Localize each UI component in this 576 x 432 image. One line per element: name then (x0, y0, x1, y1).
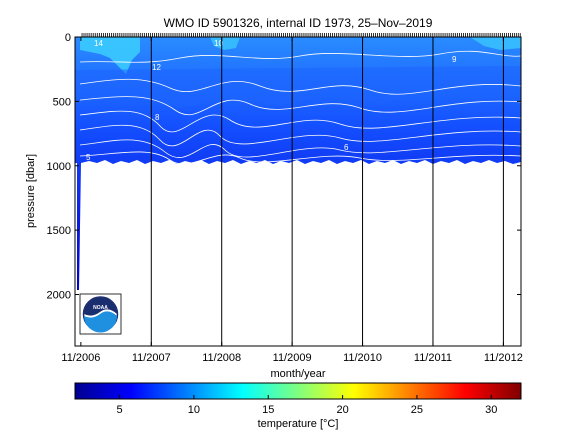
colorbar-tick-label: 25 (411, 404, 423, 416)
x-tick-label: 11/2008 (202, 352, 241, 364)
year-boundaries (150, 37, 504, 346)
x-tick-label: 11/2009 (273, 352, 312, 364)
colorbar-tick-label: 10 (188, 404, 200, 416)
chart-title: WMO ID 5901326, internal ID 1973, 25–Nov… (164, 16, 433, 30)
colorbar-tick-label: 15 (262, 404, 274, 416)
contour-label: 8 (155, 113, 160, 122)
x-tick-label: 11/2010 (343, 352, 382, 364)
colorbar-label: temperature [°C] (258, 418, 339, 430)
contour-label: 14 (94, 39, 103, 48)
x-tick-label: 11/2007 (132, 352, 171, 364)
colorbar-tick-label: 30 (485, 404, 497, 416)
colorbar-tick-label: 20 (336, 404, 348, 416)
y-tick-label: 0 (65, 32, 71, 44)
contour-lines (79, 50, 521, 165)
x-tick-label: 11/2012 (484, 352, 523, 364)
x-axis: 11/2006 11/2007 11/2008 11/2009 11/2010 11/20… (61, 37, 523, 364)
colorbar-ticks: 5 10 15 20 25 30 (117, 395, 497, 416)
contour-label: 6 (344, 143, 349, 152)
colorbar-gradient (74, 382, 522, 400)
plot-area: 5 6 8 9 10 12 14 (75, 37, 521, 346)
contour-labels: 5 6 8 9 10 12 14 (86, 39, 457, 162)
contour-label: 12 (152, 63, 161, 72)
contour-label: 10 (214, 39, 223, 48)
warm-surface-layer-3 (470, 37, 521, 50)
contour-label: 5 (86, 153, 91, 162)
contour-label: 9 (452, 55, 457, 64)
colorbar: 5 10 15 20 25 30 temperature [°C] (74, 382, 522, 430)
y-tick-label: 1500 (47, 225, 71, 237)
y-axis: 0 500 1000 1500 2000 (47, 32, 521, 302)
svg-text:NOAA: NOAA (93, 305, 108, 311)
profile-tick-marks (81, 33, 521, 37)
y-axis-label: pressure [dbar] (25, 154, 37, 228)
y-tick-label: 2000 (47, 290, 71, 302)
y-tick-label: 500 (53, 96, 71, 108)
mid-water-band (75, 66, 521, 108)
y-tick-label: 1000 (47, 161, 71, 173)
plot-frame (74, 36, 522, 347)
x-tick-label: 11/2006 (61, 352, 100, 364)
warm-surface-layer-2 (210, 37, 240, 50)
warm-surface-layer (80, 37, 140, 74)
noaa-logo: NOAA (79, 293, 122, 335)
x-axis-label: month/year (270, 368, 325, 380)
colorbar-tick-label: 5 (117, 404, 123, 416)
x-tick-label: 11/2011 (414, 352, 452, 364)
